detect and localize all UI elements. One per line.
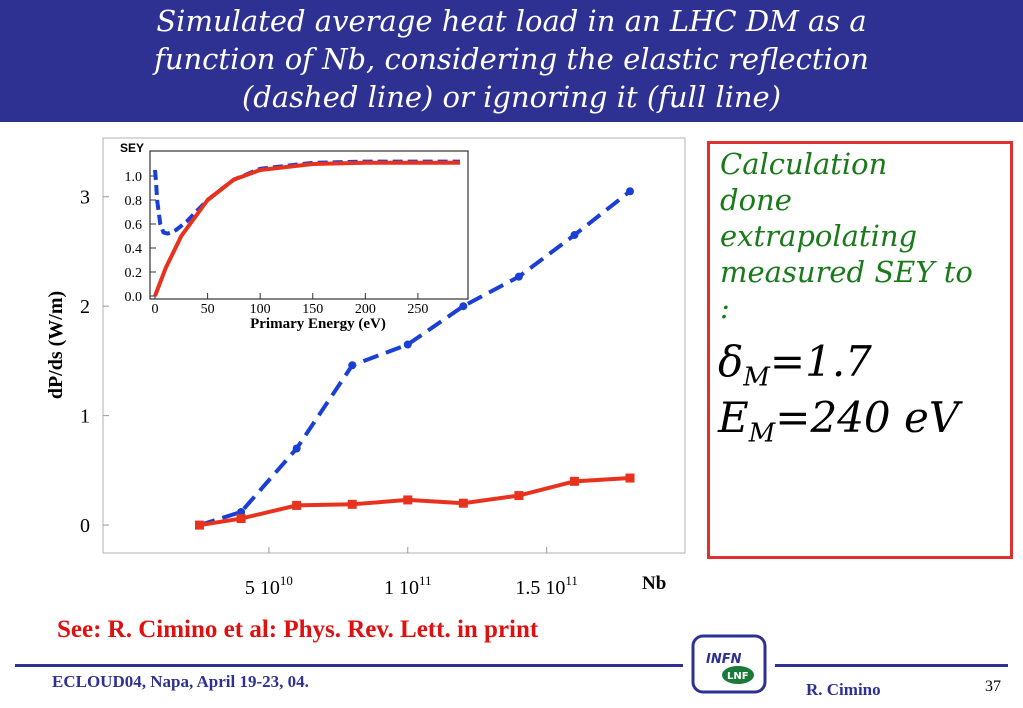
y-tick-label: 3 — [80, 187, 90, 209]
y-tick-label: 0 — [80, 515, 90, 537]
inset-x-tick-label: 250 — [407, 302, 428, 317]
inset-y-tick-label: 0.6 — [125, 218, 143, 233]
footer-rule-right — [775, 664, 1008, 667]
footer-event: ECLOUD04, Napa, April 19-23, 04. — [52, 672, 309, 691]
energy-symbol: E — [718, 393, 749, 442]
x-tick-label: 5 1010 — [245, 573, 293, 599]
footer-author: R. Cimino — [806, 680, 881, 699]
inset-x-label: Primary Energy (eV) — [250, 316, 386, 332]
delta-symbol: δ — [718, 337, 744, 386]
energy-max-param: EM=240 eV — [718, 393, 959, 448]
inset-x-tick-label: 0 — [152, 302, 159, 317]
y-tick-label: 2 — [80, 296, 90, 318]
inset-y-tick-label: 0.4 — [125, 242, 143, 257]
title-line: (dashed line) or ignoring it (full line) — [241, 80, 782, 114]
x-axis-label: Nb — [642, 573, 666, 594]
full-series-point — [458, 498, 468, 508]
title-line: function of Nb, considering the elastic … — [154, 42, 869, 76]
calc-line: done — [720, 183, 792, 217]
calc-line: : — [720, 291, 730, 325]
svg-text:LNF: LNF — [727, 671, 749, 682]
inset-y-tick-label: 0.8 — [125, 194, 143, 209]
calc-line: extrapolating — [720, 219, 918, 253]
dashed-series-point — [237, 507, 246, 516]
full-series-point — [236, 514, 246, 524]
dashed-series-line — [198, 189, 632, 528]
full-series-point — [292, 500, 302, 510]
dashed-series-point — [348, 361, 357, 370]
infn-lnf-logo: INFN LNF — [691, 634, 767, 694]
full-series-point — [194, 520, 204, 530]
dashed-series-point — [514, 272, 523, 281]
svg-text:INFN: INFN — [706, 652, 742, 667]
footer-rule-left — [15, 664, 683, 667]
full-series-point — [347, 499, 357, 509]
title-bar — [0, 0, 1023, 122]
calculation-note: Calculation done extrapolating measured … — [720, 146, 1012, 326]
dashed-series-point — [570, 231, 579, 240]
dashed-series-point — [459, 302, 468, 311]
full-series-point — [514, 491, 524, 501]
energy-value: =240 eV — [775, 393, 960, 442]
inset-x-tick-label: 100 — [250, 302, 271, 317]
inset-full-line — [153, 160, 460, 297]
y-axis-label: dP/ds (W/m) — [45, 291, 67, 399]
x-tick-label: 1.5 1011 — [515, 573, 578, 599]
x-tick-label: 1 1011 — [384, 573, 432, 599]
page-number: 37 — [985, 678, 1001, 695]
calculation-box — [707, 141, 1013, 559]
y-tick-label: 1 — [80, 406, 90, 428]
inset-y-tick-label: 1.0 — [125, 170, 143, 185]
inset-x-tick-label: 50 — [201, 302, 215, 317]
plot-frame — [102, 137, 686, 554]
inset-frame — [149, 150, 469, 300]
delta-value: =1.7 — [769, 337, 872, 386]
reference-note: See: R. Cimino et al: Phys. Rev. Lett. i… — [57, 616, 539, 643]
inset-y-tick-label: 0.0 — [125, 290, 143, 305]
title-line: Simulated average heat load in an LHC DM… — [156, 4, 867, 38]
calc-line: Calculation — [720, 147, 888, 181]
slide-title: Simulated average heat load in an LHC DM… — [30, 2, 993, 116]
dashed-series-point — [292, 444, 301, 453]
dashed-series-point — [403, 340, 412, 349]
inset-x-tick-label: 200 — [355, 302, 376, 317]
inset-x-tick-label: 150 — [302, 302, 323, 317]
inset-y-tick-label: 0.2 — [125, 266, 143, 281]
energy-sub: M — [748, 418, 776, 449]
delta-max-param: δM=1.7 — [718, 337, 872, 392]
dashed-series-point — [626, 187, 634, 196]
full-series-point — [625, 473, 635, 483]
delta-sub: M — [743, 362, 770, 393]
full-series-point — [569, 476, 579, 486]
inset-y-label: SEY — [120, 141, 144, 155]
calc-line: measured SEY to — [720, 255, 973, 289]
full-series-point — [403, 495, 413, 505]
